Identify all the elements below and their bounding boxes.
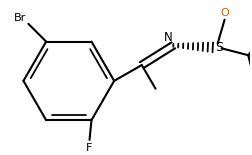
Text: F: F (86, 143, 93, 153)
Text: N: N (164, 31, 172, 44)
Text: O: O (220, 8, 229, 18)
Text: S: S (215, 41, 223, 54)
Text: Br: Br (14, 13, 26, 23)
